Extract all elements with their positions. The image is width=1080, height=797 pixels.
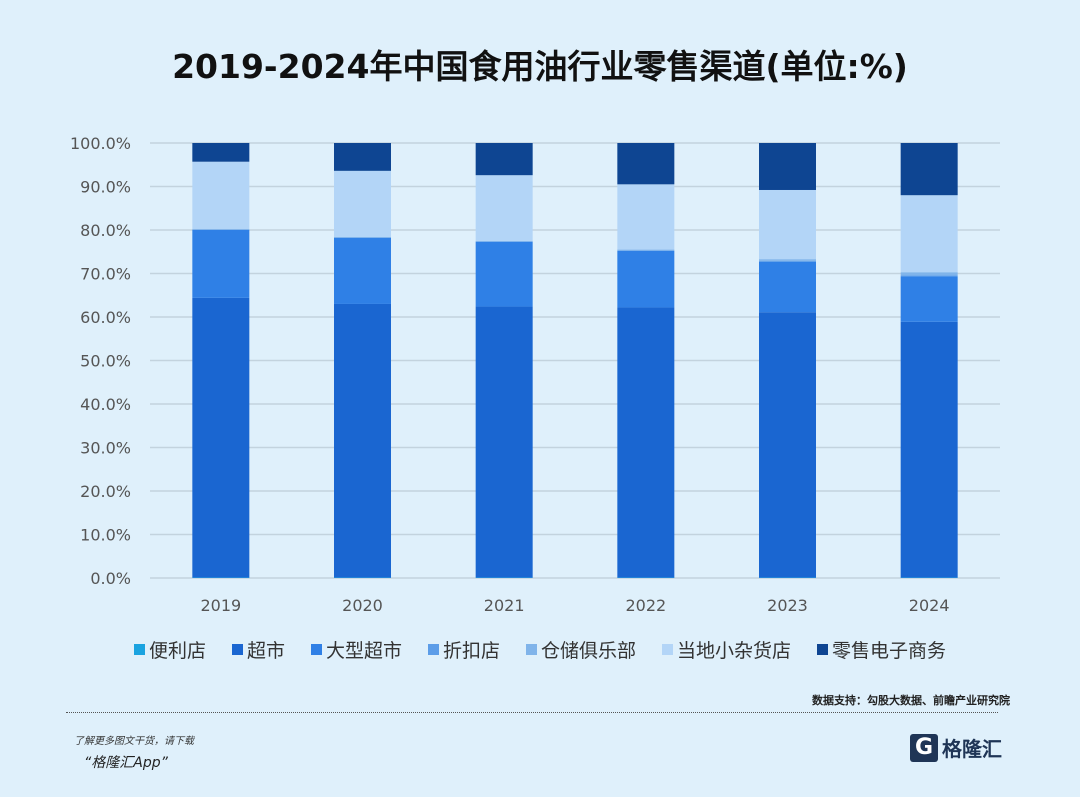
y-tick-label: 100.0% — [70, 134, 131, 153]
legend-swatch — [231, 644, 243, 655]
bar-segment-2024-6 — [900, 143, 958, 196]
legend-swatch — [817, 644, 829, 655]
y-tick-label: 30.0% — [80, 439, 131, 458]
y-tick-label: 0.0% — [90, 569, 131, 588]
y-tick-label: 10.0% — [80, 526, 131, 545]
bar-segment-2022-6 — [617, 143, 675, 185]
legend-item: 当地小杂货店 — [662, 636, 791, 663]
y-tick-label: 90.0% — [80, 178, 131, 197]
chart-title: 2019-2024年中国食用油行业零售渠道(单位:%) — [172, 47, 908, 86]
legend-item: 折扣店 — [427, 636, 500, 663]
bar-segment-2023-4 — [759, 259, 816, 261]
legend-swatch — [526, 644, 537, 655]
bar-segment-2024-1 — [900, 321, 958, 578]
legend-swatch — [310, 644, 322, 655]
bar-segment-2024-5 — [900, 195, 958, 273]
legend-swatch — [662, 644, 674, 655]
x-tick-label: 2020 — [342, 596, 383, 615]
bar-segment-2019-2 — [192, 230, 250, 298]
legend: 便利店 超市 大型超市 折扣店 仓储俱乐部 当地小杂货店 零售电子商务 — [0, 636, 1080, 663]
bar-segment-2023-2 — [759, 261, 816, 313]
bar-segment-2022-5 — [617, 184, 675, 250]
bar-segment-2023-1 — [759, 312, 816, 578]
legend-item: 便利店 — [133, 636, 206, 663]
legend-swatch — [133, 644, 145, 655]
y-tick-label: 80.0% — [80, 221, 131, 240]
legend-label: 仓储俱乐部 — [541, 640, 637, 662]
legend-label: 折扣店 — [442, 640, 500, 662]
y-tick-label: 70.0% — [80, 265, 131, 284]
bar-segment-2019-1 — [192, 297, 250, 578]
legend-item: 零售电子商务 — [817, 636, 946, 663]
bar-segment-2021-2 — [475, 241, 533, 307]
legend-label: 便利店 — [148, 640, 206, 662]
logo-mark: G — [910, 733, 938, 762]
x-tick-label: 2021 — [484, 596, 525, 615]
bar-segment-2020-1 — [334, 303, 391, 578]
bar-segment-2022-1 — [617, 307, 675, 578]
x-tick-label: 2019 — [200, 596, 241, 615]
bar-segment-2023-3 — [759, 260, 816, 262]
legend-item: 超市 — [231, 636, 285, 663]
bar-segment-2021-6 — [475, 143, 533, 176]
legend-label: 当地小杂货店 — [677, 640, 792, 662]
bar-segment-2020-2 — [334, 237, 391, 304]
promo-app-name: “格隆汇App” — [84, 755, 168, 771]
bar-segment-2024-4 — [900, 272, 958, 276]
divider — [66, 712, 998, 713]
x-tick-label: 2024 — [909, 596, 950, 615]
stacked-bar-chart: 0.0% 10.0% 20.0% 30.0% 40.0% 50.0% 60.0% 70.0% 8… — [70, 134, 1000, 615]
legend-swatch — [427, 644, 439, 655]
x-tick-label: 2022 — [625, 596, 666, 615]
bar-segment-2023-5 — [759, 189, 816, 260]
bar-segment-2021-5 — [475, 175, 533, 241]
bar-segment-2023-6 — [759, 143, 816, 190]
legend-label: 大型超市 — [325, 640, 402, 662]
bar-segment-2021-1 — [475, 306, 533, 578]
y-tick-label: 60.0% — [80, 308, 131, 327]
legend-label: 超市 — [246, 640, 285, 662]
bar-segment-2024-3 — [900, 275, 958, 277]
bar-segment-2019-5 — [192, 161, 250, 230]
legend-item: 仓储俱乐部 — [526, 636, 636, 663]
logo: G 格隆汇 — [910, 733, 1002, 762]
bar-segment-2022-2 — [617, 250, 675, 308]
legend-label: 零售电子商务 — [832, 640, 947, 662]
logo-text: 格隆汇 — [942, 737, 1002, 761]
bar-segment-2019-6 — [192, 143, 250, 162]
bar-segment-2024-2 — [900, 276, 958, 322]
data-source: 数据支持：勾股大数据、前瞻产业研究院 — [812, 694, 1010, 707]
bar-segment-2020-5 — [334, 170, 391, 237]
y-tick-label: 40.0% — [80, 395, 131, 414]
y-tick-label: 50.0% — [80, 352, 131, 371]
bar-segment-2020-6 — [334, 143, 391, 171]
bar-segment-2022-4 — [617, 249, 675, 251]
x-tick-label: 2023 — [767, 596, 808, 615]
promo-text: 了解更多图文干货，请下载 — [74, 736, 194, 747]
legend-item: 大型超市 — [310, 636, 402, 663]
y-tick-label: 20.0% — [80, 482, 131, 501]
